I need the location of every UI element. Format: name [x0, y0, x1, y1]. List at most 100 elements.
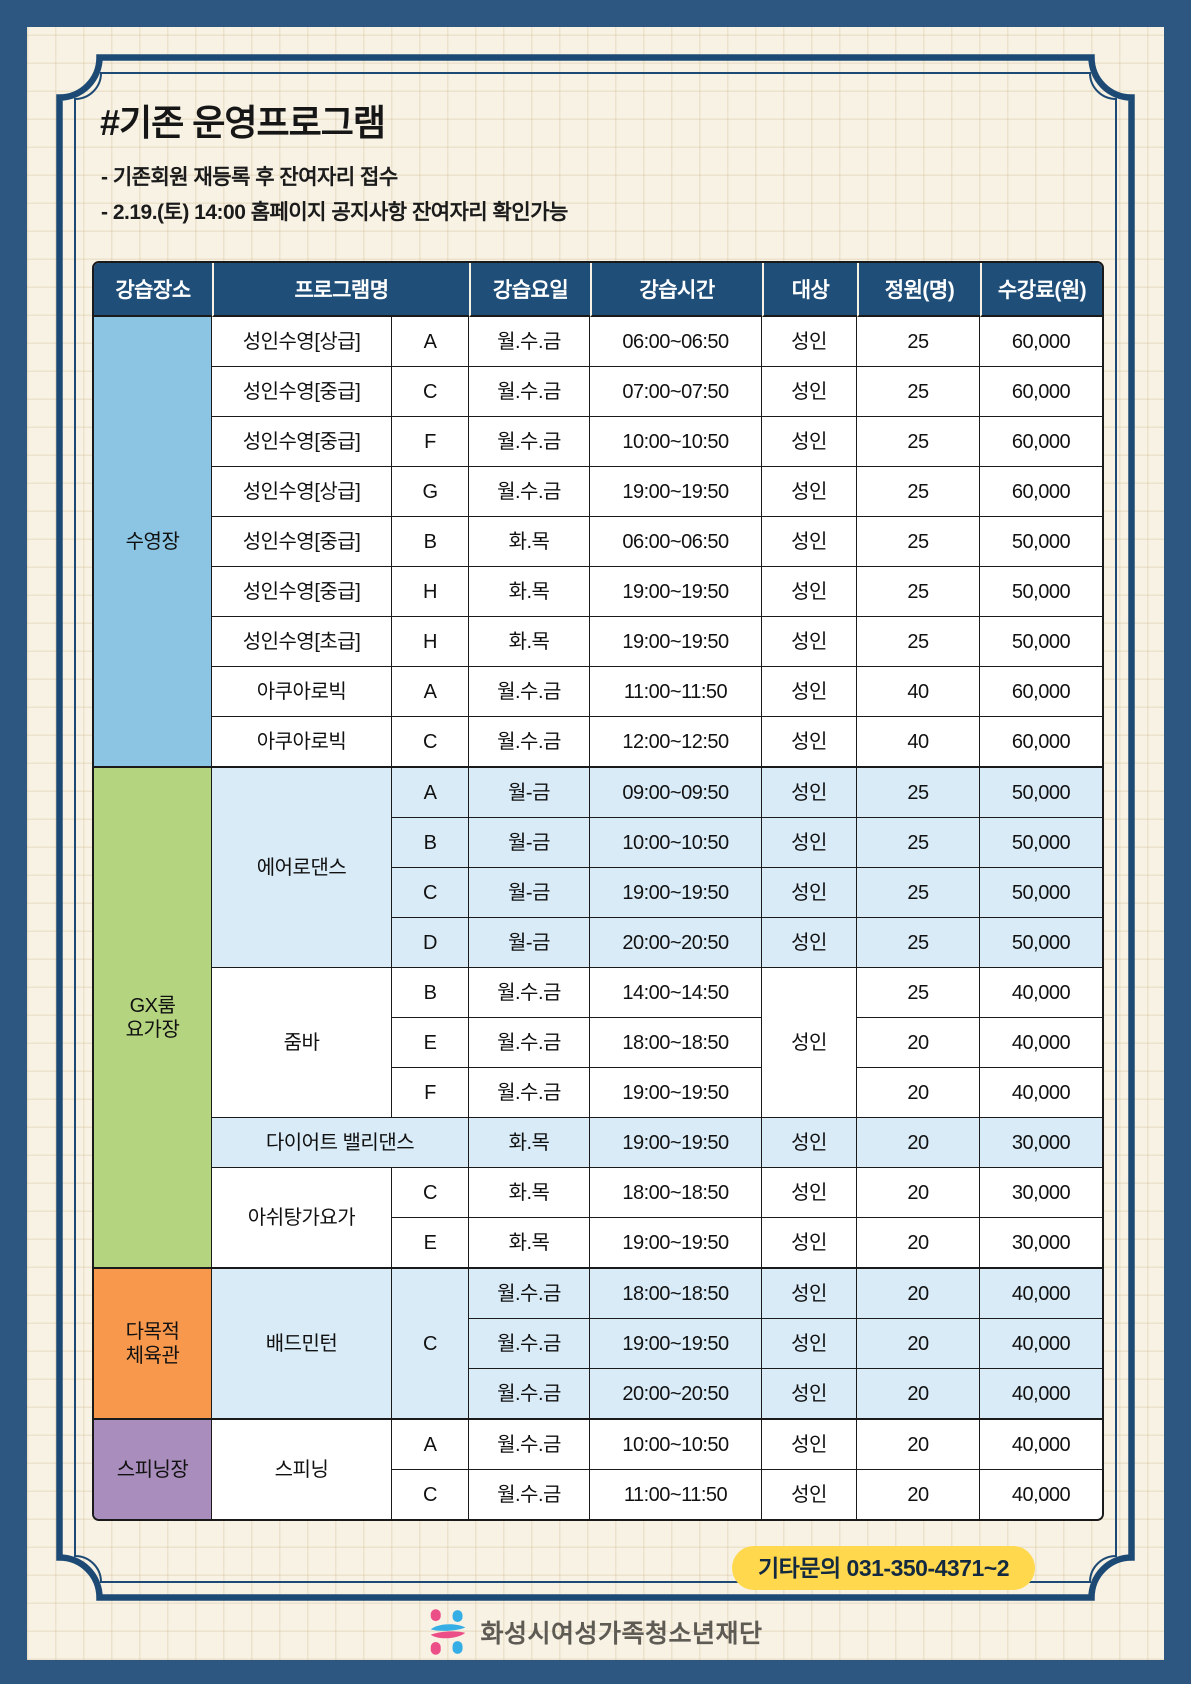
table-cell: 성인	[762, 868, 858, 918]
location-cell: 스피닝장	[94, 1420, 212, 1519]
table-cell: C	[392, 1168, 470, 1218]
table-cell: 25	[857, 617, 981, 667]
table-cell: 화.목	[469, 1168, 591, 1218]
table-cell: 성인수영[상급]	[212, 317, 392, 367]
table-cell: A	[392, 1420, 470, 1470]
table-cell: 성인수영[상급]	[212, 467, 392, 517]
table-cell: 월.수.금	[469, 367, 591, 417]
table-cell: 60,000	[980, 467, 1102, 517]
table-cell: 12:00~12:50	[590, 717, 763, 768]
column-header-6: 수강료(원)	[980, 263, 1102, 317]
table-cell: 20	[857, 1420, 981, 1470]
column-header-0: 강습장소	[94, 263, 212, 317]
table-cell: 성인수영[초급]	[212, 617, 392, 667]
table-cell: 40,000	[980, 1018, 1102, 1068]
table-cell: 20:00~20:50	[590, 1369, 763, 1420]
table-cell: 06:00~06:50	[590, 517, 763, 567]
table-cell: 월.수.금	[469, 667, 591, 717]
table-cell: A	[392, 317, 470, 367]
table-cell: 20	[857, 1319, 981, 1369]
table-header: 강습장소 프로그램명 강습요일 강습시간 대상 정원(명) 수강료(원)	[94, 263, 1102, 317]
table-cell: 20	[857, 1168, 981, 1218]
table-cell: B	[392, 968, 470, 1018]
table-cell: A	[392, 667, 470, 717]
table-cell: 10:00~10:50	[590, 818, 763, 868]
location-cell: GX룸 요가장	[94, 768, 212, 1269]
table-cell: C	[392, 367, 470, 417]
table-cell: 성인	[762, 1118, 858, 1168]
footer: 화성시여성가족청소년재단	[0, 1604, 1191, 1660]
frame-outer-line	[56, 54, 1135, 1601]
table-cell: 60,000	[980, 717, 1102, 768]
table-cell: A	[392, 768, 470, 818]
table-cell: 성인	[762, 517, 858, 567]
table-cell: 60,000	[980, 367, 1102, 417]
table-cell: 성인수영[중급]	[212, 367, 392, 417]
table-cell: 월.수.금	[469, 1068, 591, 1118]
table-cell: 19:00~19:50	[590, 1068, 763, 1118]
table-cell: 다이어트 밸리댄스	[212, 1118, 470, 1168]
table-cell: 06:00~06:50	[590, 317, 763, 367]
table-cell: F	[392, 417, 470, 467]
column-header-2: 강습요일	[469, 263, 591, 317]
table-cell: 30,000	[980, 1118, 1102, 1168]
table-cell: 월.수.금	[469, 1319, 591, 1369]
table-cell: 19:00~19:50	[590, 617, 763, 667]
table-cell: 아쉬탕가요가	[212, 1168, 392, 1269]
table-cell: 성인	[762, 1369, 858, 1420]
table-cell: 배드민턴	[212, 1269, 392, 1420]
table-cell: 07:00~07:50	[590, 367, 763, 417]
table-cell: 아쿠아로빅	[212, 717, 392, 768]
table-cell: 월-금	[469, 868, 591, 918]
table-cell: 성인	[762, 818, 858, 868]
table-cell: E	[392, 1218, 470, 1269]
table-cell: 월-금	[469, 918, 591, 968]
table-cell: 성인	[762, 968, 858, 1118]
contact-badge: 기타문의 031-350-4371~2	[732, 1546, 1035, 1590]
table-cell: 14:00~14:50	[590, 968, 763, 1018]
table-cell: 화.목	[469, 617, 591, 667]
table-cell: 60,000	[980, 667, 1102, 717]
table-cell: 성인	[762, 1168, 858, 1218]
table-cell: 성인	[762, 918, 858, 968]
table-cell: 30,000	[980, 1168, 1102, 1218]
table-cell: H	[392, 617, 470, 667]
table-cell: 성인	[762, 1319, 858, 1369]
table-cell: D	[392, 918, 470, 968]
table-cell: 화.목	[469, 517, 591, 567]
table-cell: 스피닝	[212, 1420, 392, 1519]
table-cell: 19:00~19:50	[590, 868, 763, 918]
table-cell: 40	[857, 717, 981, 768]
table-cell: 성인	[762, 1218, 858, 1269]
table-cell: 40,000	[980, 1068, 1102, 1118]
table-cell: 성인수영[중급]	[212, 567, 392, 617]
table-cell: H	[392, 567, 470, 617]
table-cell: 50,000	[980, 918, 1102, 968]
location-cell: 다목적 체육관	[94, 1269, 212, 1420]
table-body: 수영장 성인수영[상급] A 월.수.금 06:00~06:50 성인 25 60,000 성인…	[94, 317, 1102, 1519]
table-cell: 60,000	[980, 317, 1102, 367]
table-cell: 50,000	[980, 617, 1102, 667]
table-cell: E	[392, 1018, 470, 1068]
table-cell: 성인수영[중급]	[212, 517, 392, 567]
table-cell: 월-금	[469, 768, 591, 818]
table-cell: 11:00~11:50	[590, 1470, 763, 1519]
table-cell: 화.목	[469, 1218, 591, 1269]
table-cell: 성인	[762, 317, 858, 367]
table-cell: 20	[857, 1018, 981, 1068]
table-cell: 19:00~19:50	[590, 1218, 763, 1269]
table-cell: 성인	[762, 417, 858, 467]
page-title: #기존 운영프로그램	[100, 102, 386, 143]
table-cell: 30,000	[980, 1218, 1102, 1269]
table-cell: 성인	[762, 567, 858, 617]
table-cell: 성인	[762, 1269, 858, 1319]
table-cell: 20:00~20:50	[590, 918, 763, 968]
table-cell: 에어로댄스	[212, 768, 392, 968]
table-cell: 화.목	[469, 1118, 591, 1168]
table-cell: C	[392, 717, 470, 768]
table-cell: F	[392, 1068, 470, 1118]
table-cell: 월.수.금	[469, 717, 591, 768]
table-cell: 10:00~10:50	[590, 1420, 763, 1470]
table-cell: 월.수.금	[469, 417, 591, 467]
table-cell: 40,000	[980, 1470, 1102, 1519]
